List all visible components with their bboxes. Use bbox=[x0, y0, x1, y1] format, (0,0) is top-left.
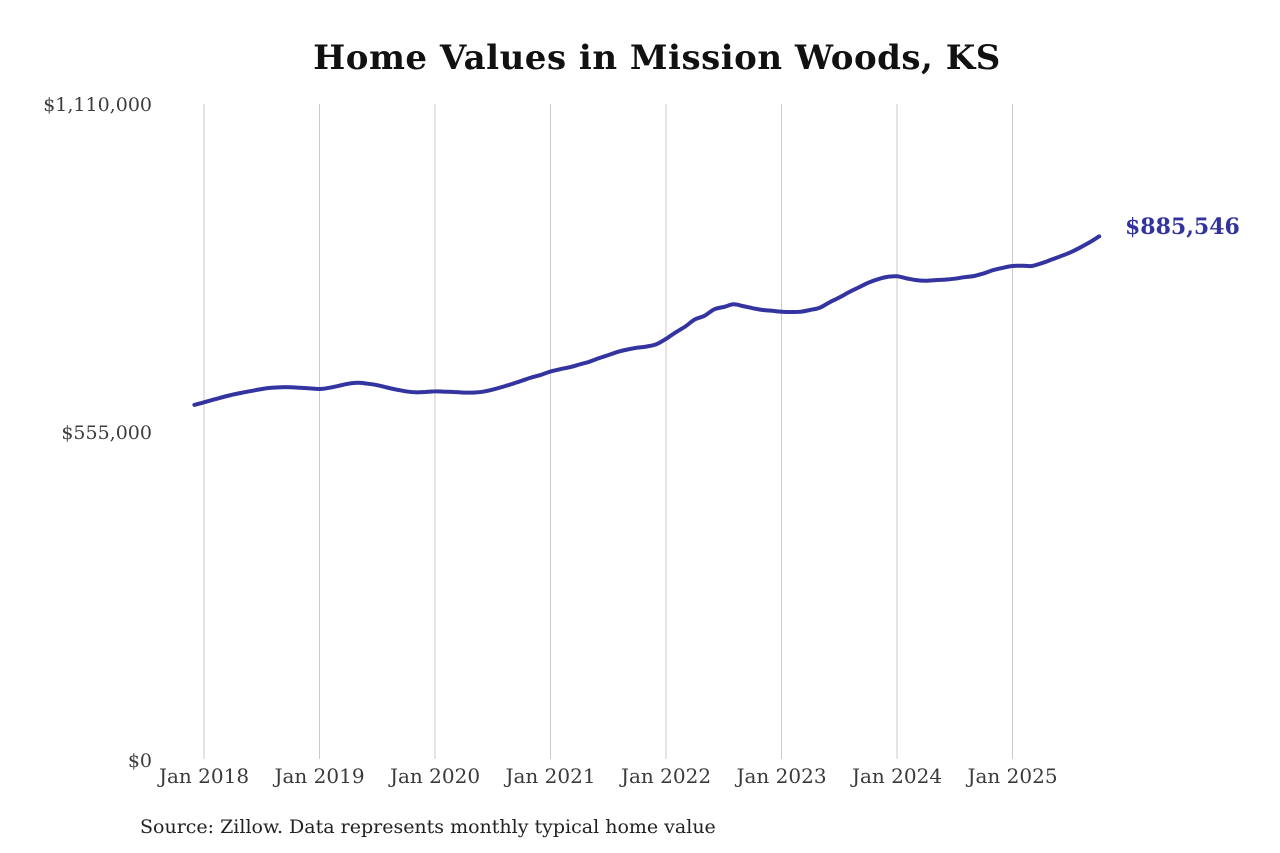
x-axis-label: Jan 2019 bbox=[274, 764, 365, 788]
home-value-line bbox=[192, 234, 1102, 407]
x-axis-label: Jan 2024 bbox=[851, 764, 943, 788]
source-note: Source: Zillow. Data represents monthly … bbox=[140, 816, 716, 838]
latest-value-label: $885,546 bbox=[1125, 214, 1240, 240]
chart-title: Home Values in Mission Woods, KS bbox=[313, 38, 1001, 78]
x-axis-label: Jan 2018 bbox=[158, 764, 250, 788]
x-axis-label: Jan 2025 bbox=[967, 764, 1058, 788]
x-axis-label: Jan 2023 bbox=[736, 764, 827, 788]
y-axis-label: $1,110,000 bbox=[43, 94, 152, 116]
y-axis-label: $555,000 bbox=[61, 421, 152, 444]
x-axis-label: Jan 2021 bbox=[505, 764, 596, 788]
x-axis-label: Jan 2022 bbox=[620, 764, 712, 788]
x-axis-label: Jan 2020 bbox=[389, 764, 481, 788]
y-axis-label: $0 bbox=[127, 750, 152, 772]
